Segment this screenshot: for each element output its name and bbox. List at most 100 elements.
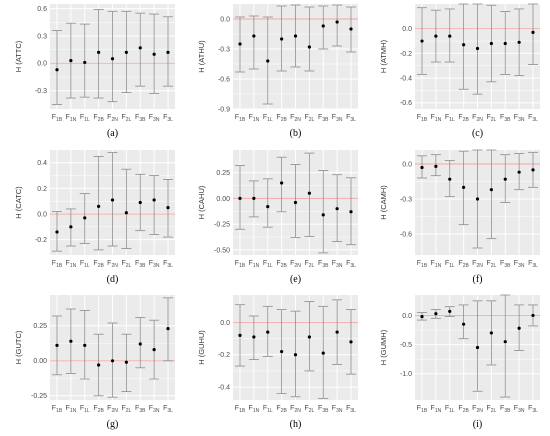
data-point-F2N bbox=[475, 345, 480, 350]
x-tick-label: F3L bbox=[528, 114, 538, 123]
data-point-F2N bbox=[110, 198, 115, 202]
x-tick-label: F2N bbox=[472, 260, 483, 269]
panel-c: -0.6 -0.4 -0.2 0.0 F1B F1N F1L F2B F2N F2L F3B F3N F… bbox=[379, 3, 540, 139]
x-tick-label: F3L bbox=[346, 405, 356, 414]
panel-h: -0.4 -0.2 0.0 F1B F1N F1L F2B F2N F2L F3B F3N F3L H … bbox=[197, 295, 358, 430]
x-tick-label: F1L bbox=[263, 114, 273, 123]
x-tick-label: F2L bbox=[486, 114, 496, 123]
data-point-F2B bbox=[97, 50, 101, 54]
x-tick-label: F3B bbox=[500, 405, 511, 414]
data-point-F3B bbox=[138, 46, 142, 50]
y-tick-label: 0.0 bbox=[402, 313, 412, 320]
data-point-F2B bbox=[97, 204, 101, 208]
data-point-F1B bbox=[55, 68, 59, 72]
data-point-F3N bbox=[335, 20, 339, 24]
data-point-F3B bbox=[503, 340, 507, 344]
x-tick-label: F3B bbox=[318, 114, 329, 123]
x-tick-label: F1N bbox=[249, 405, 260, 414]
x-tick-label: F2B bbox=[458, 260, 469, 269]
y-tick-label: -0.3 bbox=[35, 88, 47, 95]
y-axis-label: H (GUHU) bbox=[197, 330, 206, 365]
y-tick-label: 0.2 bbox=[37, 186, 47, 193]
data-point-F2N bbox=[475, 46, 480, 51]
y-axis-label: H (GUMH) bbox=[379, 329, 388, 365]
data-point-F1B bbox=[55, 343, 59, 347]
y-tick-label: -0.6 bbox=[400, 100, 412, 107]
x-tick-label: F2L bbox=[486, 405, 496, 414]
data-point-F1L bbox=[83, 60, 87, 65]
x-tick-label: F2B bbox=[276, 405, 287, 414]
x-tick-label: F2B bbox=[93, 405, 104, 414]
data-point-F3B bbox=[321, 351, 325, 355]
y-tick-label: -0.3 bbox=[218, 46, 230, 53]
x-tick-label: F1L bbox=[445, 260, 455, 269]
x-tick-label: F3B bbox=[318, 260, 329, 269]
y-tick-label: 0.25 bbox=[216, 170, 230, 177]
data-point-F2L bbox=[307, 45, 311, 49]
x-tick-label: F3L bbox=[163, 260, 173, 269]
data-point-F2N bbox=[475, 197, 480, 201]
data-point-F2B bbox=[462, 43, 466, 47]
x-tick-label: F3B bbox=[318, 405, 329, 414]
data-point-F2L bbox=[489, 188, 493, 192]
x-tick-label: F1N bbox=[431, 114, 442, 123]
y-tick-label: 0.3 bbox=[37, 33, 47, 40]
data-point-F2N bbox=[110, 57, 115, 61]
error-bar-F2L bbox=[121, 168, 132, 249]
x-tick-label: F1B bbox=[52, 405, 63, 414]
y-axis-label: H (ATTC) bbox=[14, 40, 23, 72]
data-point-F1N bbox=[434, 164, 438, 168]
x-tick-label: F2N bbox=[290, 405, 301, 414]
data-point-F1N bbox=[434, 312, 438, 316]
x-tick-label: F2N bbox=[472, 405, 483, 414]
x-tick-label: F1B bbox=[235, 114, 246, 123]
data-point-F3N bbox=[152, 348, 156, 352]
y-tick-label: -0.2 bbox=[400, 51, 412, 58]
x-tick-label: F3L bbox=[346, 114, 356, 123]
y-tick-label: -0.25 bbox=[31, 393, 47, 400]
x-tick-label: F1L bbox=[445, 405, 455, 414]
data-point-F1B bbox=[420, 39, 424, 43]
y-tick-label: 0.0 bbox=[402, 161, 412, 168]
panel-label: (a) bbox=[107, 128, 118, 139]
data-point-F1L bbox=[448, 309, 452, 313]
data-point-F3N bbox=[517, 170, 521, 174]
x-tick-label: F1N bbox=[431, 405, 442, 414]
x-tick-label: F3L bbox=[528, 405, 538, 414]
data-point-F3N bbox=[517, 40, 521, 44]
y-tick-label: 0.00 bbox=[216, 196, 230, 203]
x-tick-label: F2N bbox=[107, 114, 118, 123]
data-point-F2L bbox=[307, 191, 311, 195]
data-point-F2B bbox=[97, 363, 101, 367]
x-tick-label: F3B bbox=[500, 260, 511, 269]
x-tick-label: F1N bbox=[66, 260, 77, 269]
data-point-F1N bbox=[69, 59, 73, 63]
data-point-F2N bbox=[293, 200, 298, 205]
x-tick-label: F1B bbox=[235, 405, 246, 414]
data-point-F1N bbox=[69, 339, 73, 343]
y-axis-label: H (CAHU) bbox=[197, 185, 206, 219]
y-tick-label: 0.0 bbox=[402, 26, 412, 33]
panel-label: (c) bbox=[472, 128, 483, 139]
error-bar-F3N bbox=[332, 4, 343, 47]
data-point-F3L bbox=[166, 206, 170, 210]
data-point-F1L bbox=[83, 216, 87, 220]
panel-a: -0.3 0.0 0.3 0.6 F1B F1N F1L F2B F2N F2L F3B F3N F3L… bbox=[14, 4, 175, 139]
y-tick-label: 0.4 bbox=[37, 160, 47, 167]
y-tick-label: 0.6 bbox=[37, 6, 47, 13]
x-tick-label: F3N bbox=[332, 260, 343, 269]
x-tick-label: F3N bbox=[514, 260, 525, 269]
x-tick-label: F3N bbox=[149, 114, 160, 123]
panel-g: -0.25 0.00 0.25 F1B F1N F1L F2B F2N F2L F3B F3N F3L… bbox=[14, 295, 175, 430]
y-tick-label: 0.0 bbox=[37, 211, 47, 218]
x-tick-label: F2L bbox=[304, 260, 314, 269]
panel-label: (b) bbox=[290, 128, 302, 139]
data-point-F3B bbox=[503, 41, 507, 46]
x-tick-label: F3B bbox=[135, 260, 146, 269]
x-tick-label: F1L bbox=[445, 114, 455, 123]
x-tick-label: F1B bbox=[417, 405, 428, 414]
panel-b: -0.9 -0.6 -0.3 0.0 F1B F1N F1L F2B F2N F2L F3B F3N F… bbox=[197, 4, 358, 139]
data-point-F1B bbox=[420, 165, 424, 170]
x-tick-label: F3N bbox=[332, 114, 343, 123]
